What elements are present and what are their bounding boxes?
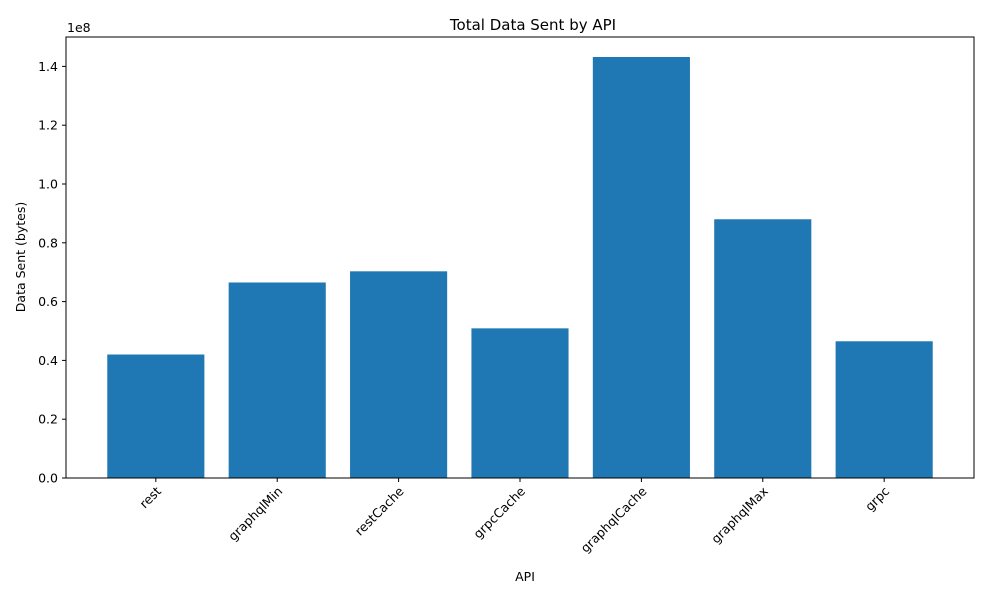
x-tick-label: rest xyxy=(136,483,164,511)
y-tick-label: 1.2 xyxy=(38,118,58,133)
x-tick-label: graphqlCache xyxy=(577,483,649,555)
x-tick-label: graphqlMax xyxy=(708,484,771,547)
y-tick-label: 0.6 xyxy=(38,294,58,309)
x-tick-label: grpc xyxy=(862,483,892,513)
y-axis-label: Data Sent (bytes) xyxy=(13,202,28,312)
plot-frame xyxy=(65,36,975,479)
bar-graphqlMin xyxy=(228,282,326,478)
bar-graphqlMax xyxy=(714,219,812,478)
x-tick-label: graphqlMin xyxy=(225,484,285,544)
bar-restCache xyxy=(350,271,448,478)
bars-group xyxy=(107,56,933,479)
y-tick-label: 1.4 xyxy=(38,59,58,74)
y-tick-label: 0.2 xyxy=(38,412,58,427)
x-tick-label: restCache xyxy=(352,483,407,538)
y-tick-label: 1.0 xyxy=(38,177,58,192)
bar-graphqlCache xyxy=(592,56,690,479)
y-offset-label: 1e8 xyxy=(67,20,91,35)
x-axis-label: API xyxy=(515,569,535,584)
bar-grpc xyxy=(835,341,933,478)
x-tick-label: grpcCache xyxy=(470,483,528,541)
chart-title: Total Data Sent by API xyxy=(449,16,616,34)
y-tick-label: 0.8 xyxy=(38,235,58,250)
bar-grpcCache xyxy=(471,328,569,478)
y-tick-label: 0.4 xyxy=(38,353,58,368)
bar-rest xyxy=(107,354,205,478)
y-tick-label: 0.0 xyxy=(38,471,58,486)
